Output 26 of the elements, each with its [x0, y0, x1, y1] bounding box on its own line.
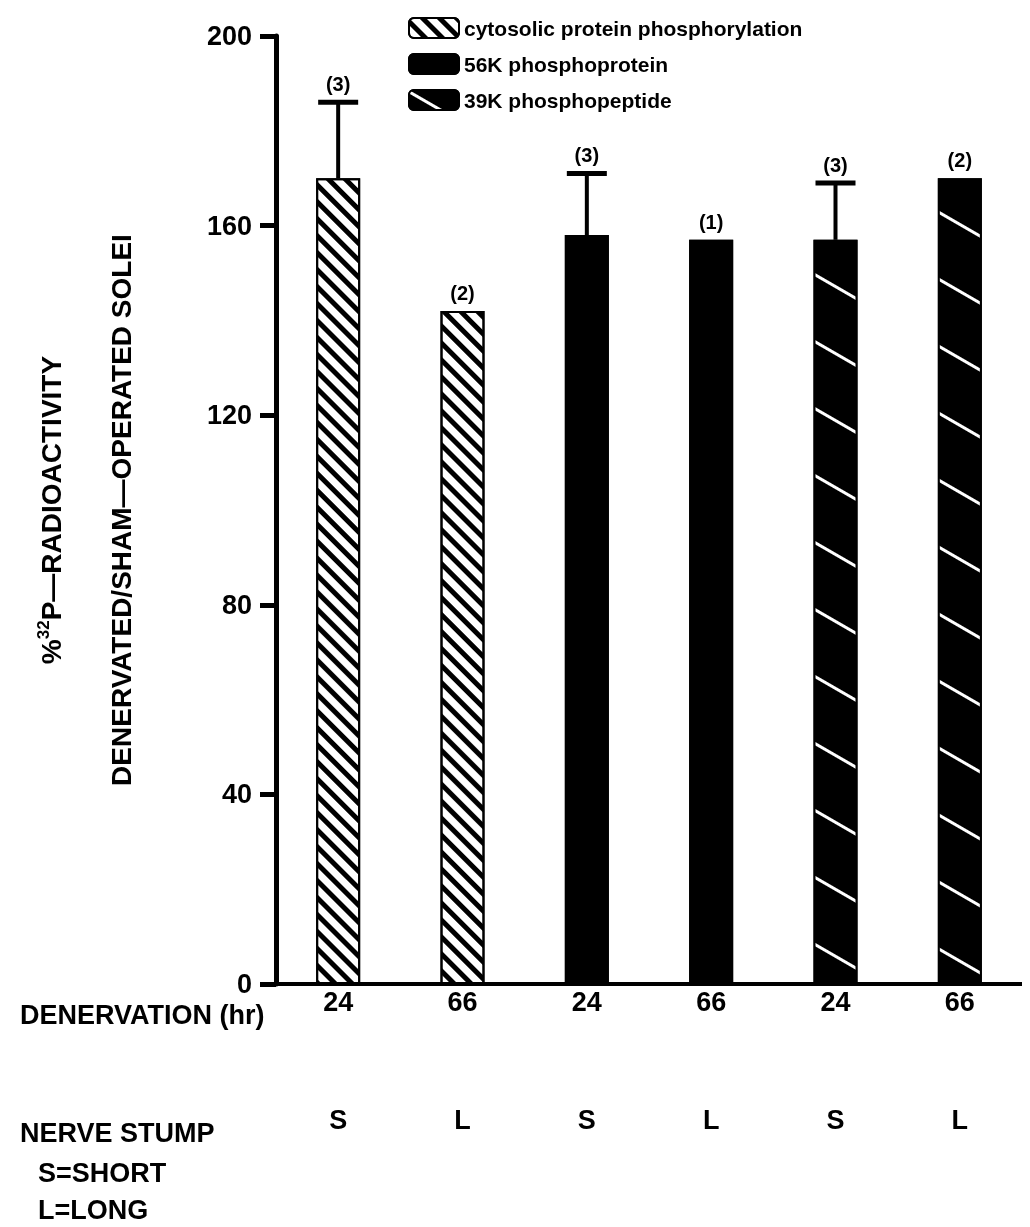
annotation: (2)	[947, 149, 973, 172]
category-label: 66 L	[447, 987, 478, 1135]
x-axis-title: DENERVATION (hr)	[20, 999, 265, 1030]
text: L=LONG	[38, 1194, 149, 1225]
annotation: (2)	[450, 281, 475, 304]
text: NERVE STUMP	[20, 1117, 215, 1148]
category-label: 24 S	[571, 987, 602, 1135]
y-tick-label: 160	[206, 210, 252, 241]
y-tick-label: 200	[206, 21, 252, 51]
category-label: 66 L	[696, 987, 727, 1135]
y-tick-label: 40	[221, 779, 252, 810]
category-label: 24 S	[820, 987, 851, 1135]
category-label: 24 S	[323, 987, 354, 1135]
legend-label: cytosolic protein phosphorylation	[464, 16, 803, 40]
legend-label: 56K phosphoprotein	[464, 52, 669, 76]
annotation: (1)	[698, 210, 724, 233]
category-label: 66 L	[944, 987, 975, 1135]
annotation: (3)	[823, 153, 848, 176]
text: S=SHORT	[38, 1157, 167, 1188]
legend-label: 39K phosphopeptide	[464, 88, 672, 112]
y-tick-label: 120	[206, 400, 252, 431]
annotation: (3)	[574, 144, 600, 167]
text: %32P—RADIOACTIVITY DENERVATED/SHAM—OPERATED SOLEI	[33, 234, 137, 786]
annotation: (3)	[325, 73, 351, 96]
y-tick-label: 80	[221, 589, 252, 620]
y-tick-label: 0	[236, 969, 252, 999]
